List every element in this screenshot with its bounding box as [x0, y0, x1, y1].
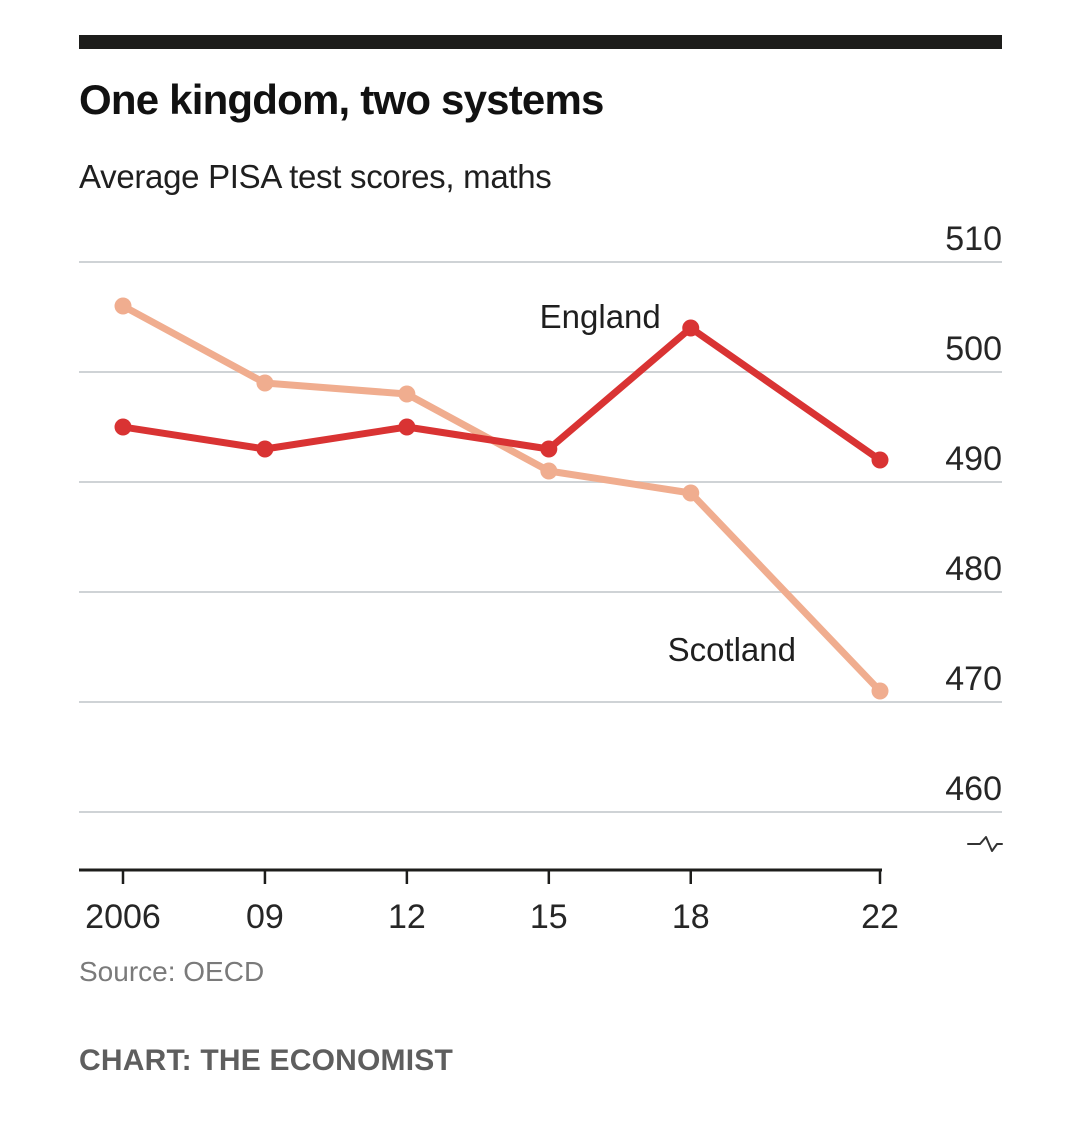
chart-subtitle: Average PISA test scores, maths — [79, 158, 552, 195]
series-labels: England Scotland — [540, 298, 796, 668]
chart-credit: CHART: THE ECONOMIST — [79, 1044, 453, 1077]
data-point-england-2006 — [114, 418, 132, 436]
data-point-scotland-2012 — [398, 385, 416, 403]
source-note: Source: OECD — [79, 956, 265, 987]
data-point-england-2012 — [398, 418, 416, 436]
x-axis: 2006 09 12 15 18 22 — [79, 868, 899, 936]
data-point-england-2022 — [871, 451, 889, 469]
data-point-scotland-2015 — [540, 462, 558, 480]
axis-break-icon — [967, 836, 1003, 852]
data-point-england-2015 — [540, 440, 558, 458]
y-tick-label-510: 510 — [945, 220, 1002, 258]
gridlines — [79, 261, 1002, 813]
chart-title: One kingdom, two systems — [79, 76, 604, 123]
y-tick-label-470: 470 — [945, 660, 1002, 698]
data-point-england-2018 — [682, 319, 700, 337]
y-tick-label-480: 480 — [945, 550, 1002, 588]
y-tick-label-490: 490 — [945, 440, 1002, 478]
x-tick-label-2006: 2006 — [85, 898, 161, 936]
data-point-scotland-2009 — [256, 374, 274, 392]
y-tick-label-500: 500 — [945, 330, 1002, 368]
series-label-england: England — [540, 298, 661, 335]
top-rule — [79, 35, 1002, 49]
y-tick-label-460: 460 — [945, 770, 1002, 808]
data-point-england-2009 — [256, 440, 274, 458]
series-label-scotland: Scotland — [668, 631, 796, 668]
data-point-scotland-2006 — [114, 297, 132, 315]
series-line-england — [119, 324, 884, 464]
x-tick-label-18: 18 — [672, 898, 710, 936]
series — [114, 297, 889, 700]
series-line-scotland — [119, 302, 884, 695]
y-axis-labels: 460 470 480 490 500 510 — [945, 220, 1003, 852]
data-point-scotland-2022 — [871, 682, 889, 700]
x-tick-label-09: 09 — [246, 898, 284, 936]
series-scotland — [114, 297, 889, 700]
series-england — [114, 319, 889, 469]
data-point-scotland-2018 — [682, 484, 700, 502]
x-tick-label-22: 22 — [861, 898, 899, 936]
x-tick-label-12: 12 — [388, 898, 426, 936]
x-tick-label-15: 15 — [530, 898, 568, 936]
